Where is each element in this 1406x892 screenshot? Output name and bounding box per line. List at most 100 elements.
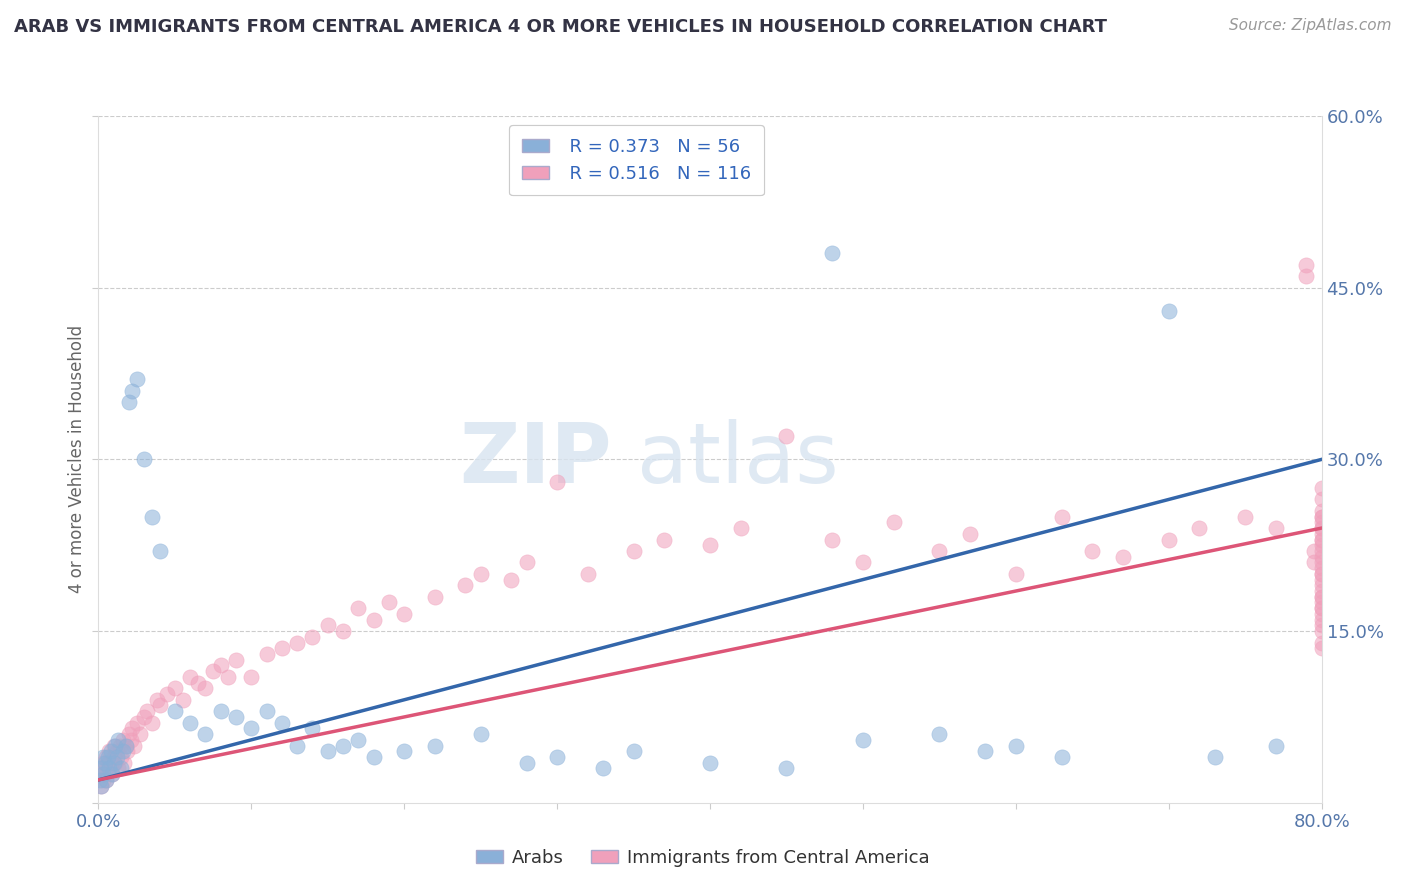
Point — [1264, 521, 1286, 535]
Point — [107, 762, 129, 776]
Point — [111, 744, 134, 758]
Point — [1310, 544, 1333, 558]
Point — [1295, 269, 1317, 284]
Point — [852, 732, 875, 747]
Point — [94, 772, 117, 787]
Point — [1050, 509, 1073, 524]
Point — [194, 727, 217, 741]
Point — [111, 732, 134, 747]
Point — [546, 475, 568, 490]
Point — [141, 715, 163, 730]
Point — [363, 750, 385, 764]
Point — [301, 630, 323, 644]
Point — [209, 704, 232, 718]
Point — [1310, 618, 1333, 632]
Point — [110, 750, 132, 764]
Point — [120, 732, 142, 747]
Point — [91, 772, 114, 787]
Point — [1310, 584, 1333, 599]
Point — [97, 756, 120, 770]
Point — [91, 756, 114, 770]
Point — [1310, 561, 1333, 575]
Point — [107, 732, 129, 747]
Point — [1310, 481, 1333, 495]
Point — [125, 715, 148, 730]
Point — [332, 624, 354, 639]
Point — [378, 595, 401, 609]
Point — [959, 526, 981, 541]
Point — [883, 516, 905, 530]
Point — [134, 452, 156, 467]
Point — [108, 739, 131, 753]
Point — [90, 779, 112, 793]
Point — [516, 555, 538, 570]
Point — [93, 767, 115, 781]
Point — [194, 681, 217, 696]
Point — [699, 538, 721, 552]
Point — [101, 767, 124, 781]
Point — [1310, 504, 1333, 518]
Point — [347, 601, 370, 615]
Point — [1310, 601, 1333, 615]
Text: ARAB VS IMMIGRANTS FROM CENTRAL AMERICA 4 OR MORE VEHICLES IN HOUSEHOLD CORRELAT: ARAB VS IMMIGRANTS FROM CENTRAL AMERICA … — [14, 18, 1107, 36]
Point — [392, 607, 416, 621]
Point — [516, 756, 538, 770]
Point — [775, 429, 797, 443]
Point — [1310, 549, 1333, 564]
Point — [623, 544, 645, 558]
Point — [1310, 573, 1333, 587]
Point — [101, 767, 124, 781]
Point — [1310, 521, 1333, 535]
Point — [121, 384, 143, 398]
Point — [149, 544, 172, 558]
Point — [104, 739, 127, 753]
Point — [172, 692, 194, 706]
Point — [89, 767, 111, 781]
Point — [179, 670, 201, 684]
Point — [501, 573, 523, 587]
Point — [1303, 555, 1326, 570]
Point — [1004, 566, 1026, 581]
Point — [187, 675, 209, 690]
Point — [316, 618, 339, 632]
Point — [94, 750, 117, 764]
Point — [90, 779, 112, 793]
Point — [730, 521, 752, 535]
Point — [546, 750, 568, 764]
Point — [240, 722, 263, 736]
Point — [136, 704, 159, 718]
Point — [91, 767, 114, 781]
Point — [1004, 739, 1026, 753]
Point — [256, 704, 278, 718]
Point — [110, 762, 132, 776]
Point — [363, 613, 385, 627]
Point — [270, 715, 294, 730]
Point — [270, 641, 294, 656]
Y-axis label: 4 or more Vehicles in Household: 4 or more Vehicles in Household — [67, 326, 86, 593]
Point — [1081, 544, 1104, 558]
Point — [91, 750, 114, 764]
Text: Source: ZipAtlas.com: Source: ZipAtlas.com — [1229, 18, 1392, 33]
Point — [122, 739, 145, 753]
Point — [1295, 258, 1317, 272]
Point — [1310, 526, 1333, 541]
Point — [652, 533, 675, 547]
Point — [105, 744, 128, 758]
Point — [156, 687, 179, 701]
Point — [115, 739, 138, 753]
Point — [1112, 549, 1135, 564]
Point — [1234, 509, 1257, 524]
Point — [1310, 578, 1333, 592]
Point — [1157, 303, 1180, 318]
Point — [285, 635, 308, 649]
Point — [1310, 509, 1333, 524]
Point — [423, 590, 446, 604]
Point — [225, 653, 247, 667]
Point — [454, 578, 477, 592]
Point — [115, 739, 138, 753]
Point — [852, 555, 875, 570]
Text: atlas: atlas — [637, 419, 838, 500]
Legend: Arabs, Immigrants from Central America: Arabs, Immigrants from Central America — [468, 842, 938, 874]
Point — [1204, 750, 1226, 764]
Point — [100, 762, 122, 776]
